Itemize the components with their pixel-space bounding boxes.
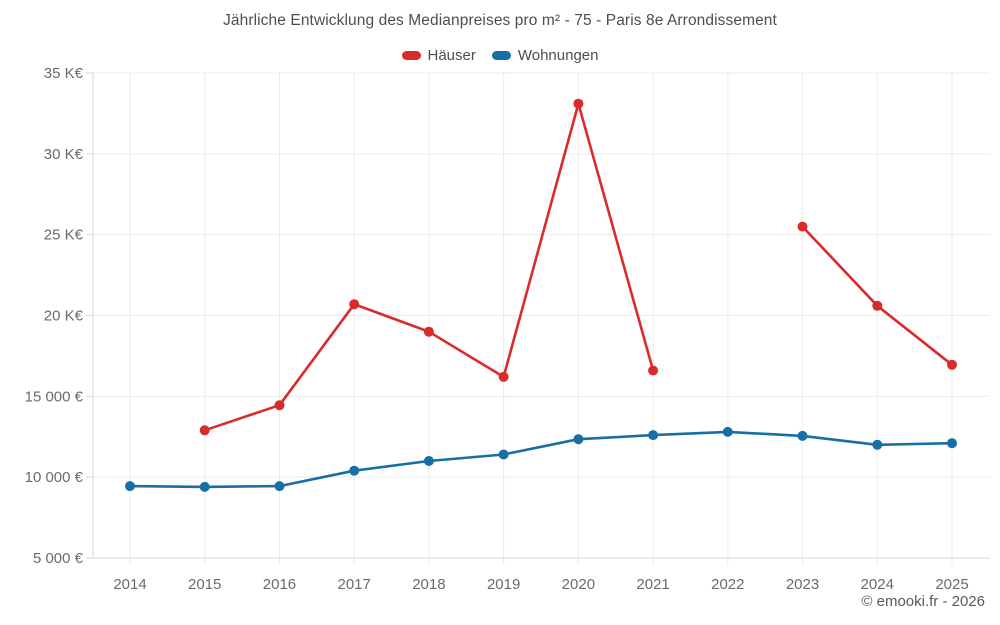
data-point-haeuser-2019[interactable] [498,371,509,382]
chart-title: Jährliche Entwicklung des Medianpreises … [223,12,777,29]
x-tick-label-2025: 2025 [935,576,968,593]
y-tick-label-35000: 35 K€ [44,65,84,82]
data-point-wohnungen-2015[interactable] [199,481,210,492]
x-tick-label-2014: 2014 [113,576,146,593]
x-tick-label-2019: 2019 [487,576,520,593]
data-point-wohnungen-2014[interactable] [125,481,135,492]
y-tick-label-30000: 30 K€ [44,146,84,163]
x-tick-label-2017: 2017 [337,576,370,593]
y-tick-label-5000: 5 000 € [33,550,84,567]
data-point-haeuser-2020[interactable] [573,98,584,109]
x-tick-label-2022: 2022 [711,576,744,593]
data-point-wohnungen-2024[interactable] [872,439,883,450]
x-tick-label-2018: 2018 [412,576,445,593]
y-tick-label-15000: 15 000 € [25,388,84,405]
wohnungen-swatch-icon [491,51,511,60]
data-point-haeuser-2024[interactable] [872,300,883,311]
y-tick-label-10000: 10 000 € [25,469,84,486]
x-tick-label-2021: 2021 [636,576,669,593]
chart-legend: Häuser Wohnungen [0,47,1000,64]
data-point-haeuser-2021[interactable] [648,365,659,376]
series-line-wohnungen [128,430,954,489]
legend-item-wohnungen[interactable]: Wohnungen [491,47,599,64]
data-point-wohnungen-2025[interactable] [947,438,957,449]
x-tick-label-2016: 2016 [263,576,296,593]
x-tick-label-2015: 2015 [188,576,221,593]
data-point-wohnungen-2021[interactable] [648,430,659,441]
data-point-haeuser-2017[interactable] [349,299,360,310]
legend-label-wohnungen: Wohnungen [517,47,599,64]
x-tick-label-2024: 2024 [861,576,894,593]
data-point-haeuser-2025[interactable] [947,359,957,370]
data-point-wohnungen-2017[interactable] [349,465,360,476]
data-point-haeuser-2016[interactable] [274,400,285,411]
data-point-haeuser-2015[interactable] [199,425,210,436]
data-point-wohnungen-2019[interactable] [498,449,509,460]
legend-label-haeuser: Häuser [427,47,476,64]
data-point-haeuser-2018[interactable] [423,326,434,337]
data-point-wohnungen-2020[interactable] [573,434,584,445]
data-point-wohnungen-2016[interactable] [274,481,285,492]
x-tick-label-2020: 2020 [562,576,595,593]
haeuser-swatch-icon [401,51,421,60]
data-point-wohnungen-2018[interactable] [423,456,434,466]
legend-item-haeuser[interactable]: Häuser [401,47,476,64]
footer-credit: © emooki.fr - 2026 [861,593,985,610]
y-tick-label-20000: 20 K€ [44,308,84,325]
data-point-wohnungen-2023[interactable] [797,430,808,441]
x-tick-label-2023: 2023 [786,576,819,593]
y-tick-label-25000: 25 K€ [44,227,84,244]
data-point-haeuser-2023[interactable] [797,221,808,232]
data-point-wohnungen-2022[interactable] [722,426,733,437]
